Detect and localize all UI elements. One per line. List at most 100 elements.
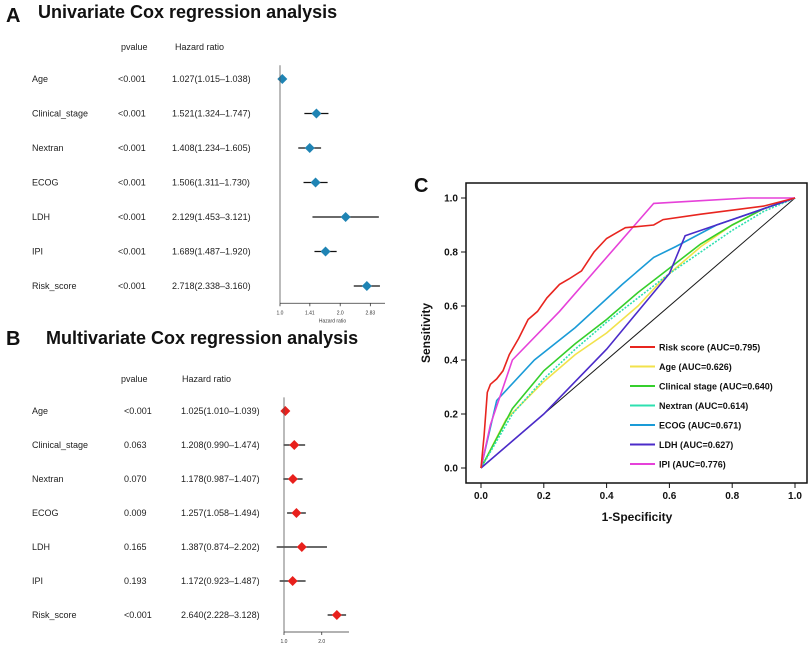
forest-row-pvalue: 0.070: [124, 474, 147, 484]
forest-row-pvalue: <0.001: [118, 74, 146, 84]
forest-x-tick-label: 2.0: [318, 639, 325, 645]
forest-point-marker: [287, 576, 298, 586]
forest-x-label: Hazard ratio: [319, 318, 346, 324]
legend-entry-label: Clinical stage (AUC=0.640): [659, 382, 773, 392]
panel-a-plot-area: 1.0 1.41 2.0 2.83 Hazard ratio: [277, 65, 385, 324]
forest-row-label: ECOG: [32, 508, 59, 518]
roc-curve-risk: [480, 197, 796, 469]
forest-row-pvalue: <0.001: [124, 406, 152, 416]
forest-row-pvalue: <0.001: [118, 178, 146, 188]
forest-row-pvalue: <0.001: [118, 247, 146, 257]
forest-point-marker: [291, 508, 302, 518]
forest-row-pvalue: 0.193: [124, 576, 147, 586]
roc-x-tick-label: 0.0: [474, 491, 488, 502]
roc-y-tick-label: 0.2: [444, 410, 458, 421]
forest-row-hr: 2.640(2.228–3.128): [181, 610, 260, 620]
forest-point-marker: [287, 474, 298, 484]
panel-a-rows: Age <0.001 1.027(1.015–1.038) Clinical_stag…: [32, 74, 251, 291]
forest-row-label: Age: [32, 406, 48, 416]
panel-c-legend: Risk score (AUC=0.795) Age (AUC=0.626) Cli…: [630, 343, 773, 470]
forest-row-pvalue: 0.063: [124, 440, 147, 450]
forest-row-label: IPI: [32, 576, 43, 586]
panel-a-title: Univariate Cox regression analysis: [38, 2, 337, 22]
forest-point-marker: [320, 246, 331, 257]
forest-row-hr: 1.408(1.234–1.605): [172, 143, 251, 153]
roc-y-tick-label: 0.0: [444, 464, 458, 475]
roc-x-tick-label: 0.4: [600, 491, 614, 502]
forest-x-tick-label: 1.0: [281, 639, 288, 645]
forest-x-tick-label: 2.0: [337, 310, 344, 316]
forest-row-hr: 1.178(0.987–1.407): [181, 474, 260, 484]
forest-row-pvalue: 0.165: [124, 542, 147, 552]
forest-row-hr: 1.689(1.487–1.920): [172, 247, 251, 257]
forest-row-hr: 1.387(0.874–2.202): [181, 542, 260, 552]
panel-c-axes: 0.0 0.2 0.4 0.6 0.8 1.0 0.0 0.2 0.4 0.6 0.8 1.0: [444, 194, 802, 503]
roc-y-tick-label: 0.6: [444, 302, 458, 313]
forest-point-marker: [331, 610, 342, 620]
forest-row-label: Nextran: [32, 143, 64, 153]
roc-x-tick-label: 0.2: [537, 491, 551, 502]
forest-row-label: IPI: [32, 247, 43, 257]
forest-row-hr: 2.718(2.338–3.160): [172, 281, 251, 291]
forest-point-marker: [289, 440, 300, 450]
panel-c-roc-plot: C 0.0 0.2 0.4 0.6 0.8 1.0 0.0 0.2 0.4 0.6 0.8 1.0 1…: [414, 175, 808, 524]
panel-c-xlabel: 1-Specificity: [602, 510, 673, 524]
panel-c-plot-frame: [465, 182, 808, 484]
forest-point-marker: [310, 177, 321, 188]
forest-row-label: Clinical_stage: [32, 109, 88, 119]
roc-curve-nextran: [480, 197, 796, 469]
forest-row-label: Nextran: [32, 474, 64, 484]
forest-point-marker: [280, 406, 291, 416]
legend-entry-label: LDH (AUC=0.627): [659, 440, 733, 450]
legend-entry-label: Nextran (AUC=0.614): [659, 401, 748, 411]
forest-row-hr: 1.257(1.058–1.494): [181, 508, 260, 518]
forest-row-pvalue: 0.009: [124, 508, 147, 518]
forest-row-label: Clinical_stage: [32, 440, 88, 450]
forest-point-marker: [277, 74, 288, 84]
forest-point-marker: [340, 212, 351, 222]
forest-row-hr: 1.025(1.010–1.039): [181, 406, 260, 416]
forest-row-hr: 1.506(1.311–1.730): [172, 178, 250, 188]
panel-b-title: Multivariate Cox regression analysis: [46, 328, 358, 348]
forest-row-pvalue: <0.001: [118, 109, 146, 119]
roc-curve-clinical: [480, 197, 796, 469]
forest-row-pvalue: <0.001: [118, 212, 146, 222]
roc-curve-ldh: [480, 197, 796, 469]
panel-b-col-pvalue: pvalue: [121, 374, 148, 384]
forest-point-marker: [304, 143, 315, 153]
roc-x-tick-label: 1.0: [788, 491, 802, 502]
forest-x-tick-label: 2.83: [365, 310, 375, 316]
forest-row-pvalue: <0.001: [118, 281, 146, 291]
forest-x-tick-label: 1.41: [305, 310, 315, 316]
legend-entry-label: Age (AUC=0.626): [659, 362, 732, 372]
panel-c-letter: C: [414, 175, 428, 197]
roc-y-tick-label: 1.0: [444, 194, 458, 205]
panel-a-col-hr: Hazard ratio: [175, 42, 224, 52]
forest-row-hr: 1.208(0.990–1.474): [181, 440, 260, 450]
forest-point-marker: [361, 281, 372, 291]
panel-c-ylabel: Sensitivity: [419, 303, 433, 363]
roc-curve-ipi: [480, 197, 795, 469]
forest-row-label: Risk_score: [32, 610, 77, 620]
panel-a-letter: A: [6, 5, 20, 27]
legend-entry-label: ECOG (AUC=0.671): [659, 421, 741, 431]
forest-row-hr: 1.521(1.324–1.747): [172, 109, 251, 119]
forest-point-marker: [296, 542, 307, 552]
forest-row-hr: 1.172(0.923–1.487): [181, 576, 260, 586]
forest-row-label: ECOG: [32, 178, 59, 188]
forest-row-label: Age: [32, 74, 48, 84]
forest-row-pvalue: <0.001: [118, 143, 146, 153]
forest-row-pvalue: <0.001: [124, 610, 152, 620]
panel-b-col-hr: Hazard ratio: [182, 374, 231, 384]
forest-row-label: LDH: [32, 212, 50, 222]
panel-a-col-pvalue: pvalue: [121, 42, 148, 52]
forest-point-marker: [311, 108, 322, 119]
roc-y-tick-label: 0.8: [444, 248, 458, 259]
panel-c-curves: [480, 197, 796, 469]
forest-row-label: LDH: [32, 542, 50, 552]
panel-b-letter: B: [6, 328, 20, 350]
roc-y-tick-label: 0.4: [444, 356, 458, 367]
forest-row-hr: 2.129(1.453–3.121): [172, 212, 251, 222]
panel-b-rows: Age <0.001 1.025(1.010–1.039) Clinical_stag…: [32, 406, 260, 620]
